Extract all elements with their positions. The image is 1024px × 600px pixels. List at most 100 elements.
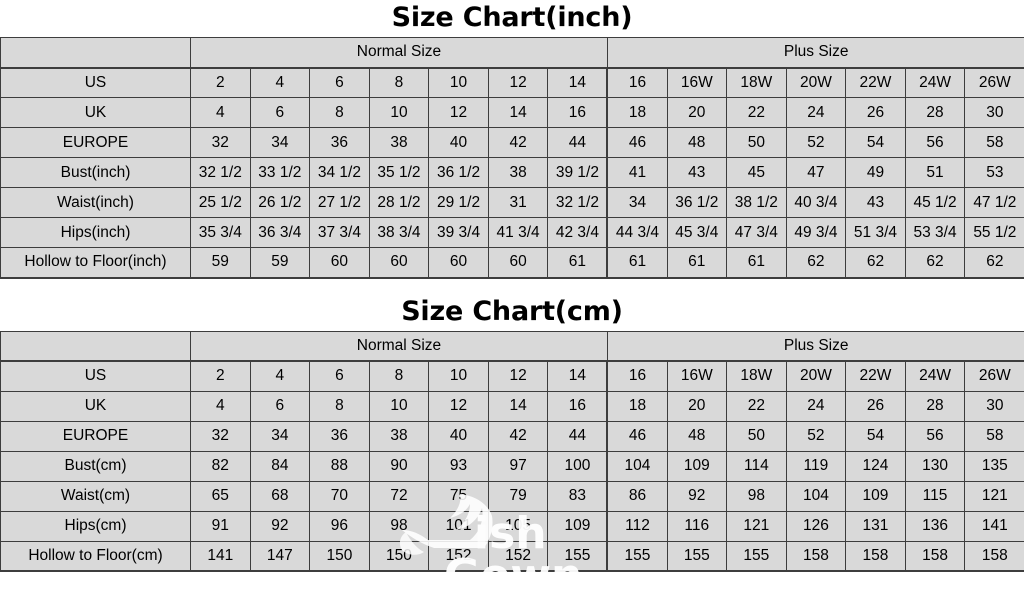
cell: 45 1/2 (904, 187, 966, 218)
cell: 46 (606, 127, 668, 158)
cell: 27 1/2 (309, 187, 370, 218)
page-title-cm: Size Chart(cm) (401, 295, 623, 327)
cell: 115 (904, 480, 966, 512)
cell: 39 1/2 (547, 157, 608, 188)
cell: 36 1/2 (666, 187, 728, 218)
table-row: Waist(inch) 25 1/2 26 1/2 27 1/2 28 1/2 … (0, 187, 1024, 218)
cell: 22 (726, 390, 787, 422)
cell: 38 1/2 (726, 187, 787, 218)
cell: 28 1/2 (368, 187, 430, 218)
cell: 24W (904, 360, 966, 392)
cell: 26 (845, 390, 906, 422)
cell: 38 (368, 127, 430, 158)
table-row: Hollow to Floor(cm) 141 147 150 150 152 … (0, 540, 1024, 572)
row-label: UK (0, 97, 191, 128)
cell: 16W (666, 360, 728, 392)
cell: 68 (249, 480, 311, 512)
cell: 65 (190, 480, 251, 512)
cell: 26W (964, 360, 1024, 392)
cell: 158 (845, 540, 906, 572)
cell: 26W (964, 66, 1024, 98)
cell: 32 (190, 127, 251, 158)
cell: 121 (964, 480, 1024, 512)
cell: 58 (964, 420, 1024, 452)
cell: 105 (487, 510, 549, 542)
cell: 61 (547, 247, 608, 279)
cell: 61 (726, 247, 787, 279)
group-header-normal-size: Normal Size (190, 330, 608, 362)
cell: 98 (726, 480, 787, 512)
cell: 38 3/4 (368, 217, 430, 248)
cell: 53 3/4 (904, 217, 966, 248)
cell: 28 (904, 97, 966, 128)
cell: 20W (785, 360, 847, 392)
size-table-inch-body: US 2 4 6 8 10 12 14 16 16W 18W 20W 22W 2… (0, 66, 1024, 279)
table-row: Hips(inch) 35 3/4 36 3/4 37 3/4 38 3/4 3… (0, 217, 1024, 248)
cell: 36 3/4 (249, 217, 311, 248)
cell: 130 (904, 450, 966, 482)
cell: 158 (964, 540, 1024, 572)
cell: 92 (249, 510, 311, 542)
table-row: Hollow to Floor(inch) 59 59 60 60 60 60 … (0, 247, 1024, 279)
cell: 14 (547, 66, 608, 98)
row-label: EUROPE (0, 420, 191, 452)
cell: 97 (487, 450, 549, 482)
cell: 14 (547, 360, 608, 392)
cell: 18W (726, 66, 787, 98)
table-row: EUROPE 32 34 36 38 40 42 44 46 48 50 52 … (0, 127, 1024, 158)
cell: 22W (845, 360, 906, 392)
cell: 62 (964, 247, 1024, 279)
cell: 126 (785, 510, 847, 542)
cell: 20 (666, 97, 728, 128)
cell: 22W (845, 66, 906, 98)
cell: 42 (487, 127, 549, 158)
table-row: UK 4 6 8 10 12 14 16 18 20 22 24 26 28 3… (0, 390, 1024, 422)
cell: 22 (726, 97, 787, 128)
chart-divider (0, 278, 1024, 293)
cell: 155 (547, 540, 608, 572)
cell: 6 (249, 390, 311, 422)
cell: 14 (487, 390, 549, 422)
cell: 4 (249, 66, 311, 98)
corner-blank-cell (0, 330, 191, 362)
cell: 59 (190, 247, 251, 279)
cell: 39 3/4 (428, 217, 489, 248)
cell: 20 (666, 390, 728, 422)
row-label: UK (0, 390, 191, 422)
table-row: Waist(cm) 65 68 70 72 75 79 83 86 92 98 … (0, 480, 1024, 512)
cell: 54 (845, 420, 906, 452)
cell: 136 (904, 510, 966, 542)
cell: 83 (547, 480, 608, 512)
page-title-inch: Size Chart(inch) (391, 2, 633, 33)
cell: 2 (190, 360, 251, 392)
row-label: Bust(cm) (0, 450, 191, 482)
cell: 40 (428, 127, 489, 158)
cell: 24 (785, 97, 847, 128)
cell: 8 (368, 66, 430, 98)
cell: 12 (428, 97, 489, 128)
cell: 114 (726, 450, 787, 482)
cell: 34 (249, 420, 311, 452)
size-table-inch: Normal Size Plus Size US 2 4 6 8 10 12 1… (0, 37, 1024, 279)
cell: 61 (666, 247, 728, 279)
cell: 61 (606, 247, 668, 279)
cell: 56 (904, 420, 966, 452)
cell: 16W (666, 66, 728, 98)
cell: 150 (368, 540, 430, 572)
cell: 52 (785, 420, 847, 452)
cell: 43 (666, 157, 728, 188)
cell: 50 (726, 127, 787, 158)
cell: 8 (309, 97, 370, 128)
cell: 46 (606, 420, 668, 452)
cell: 41 (606, 157, 668, 188)
cell: 112 (606, 510, 668, 542)
cell: 158 (785, 540, 847, 572)
cell: 47 3/4 (726, 217, 787, 248)
cell: 86 (606, 480, 668, 512)
cell: 8 (368, 360, 430, 392)
cell: 52 (785, 127, 847, 158)
cell: 116 (666, 510, 728, 542)
table-row: US 2 4 6 8 10 12 14 16 16W 18W 20W 22W 2… (0, 360, 1024, 392)
table-row: US 2 4 6 8 10 12 14 16 16W 18W 20W 22W 2… (0, 66, 1024, 98)
